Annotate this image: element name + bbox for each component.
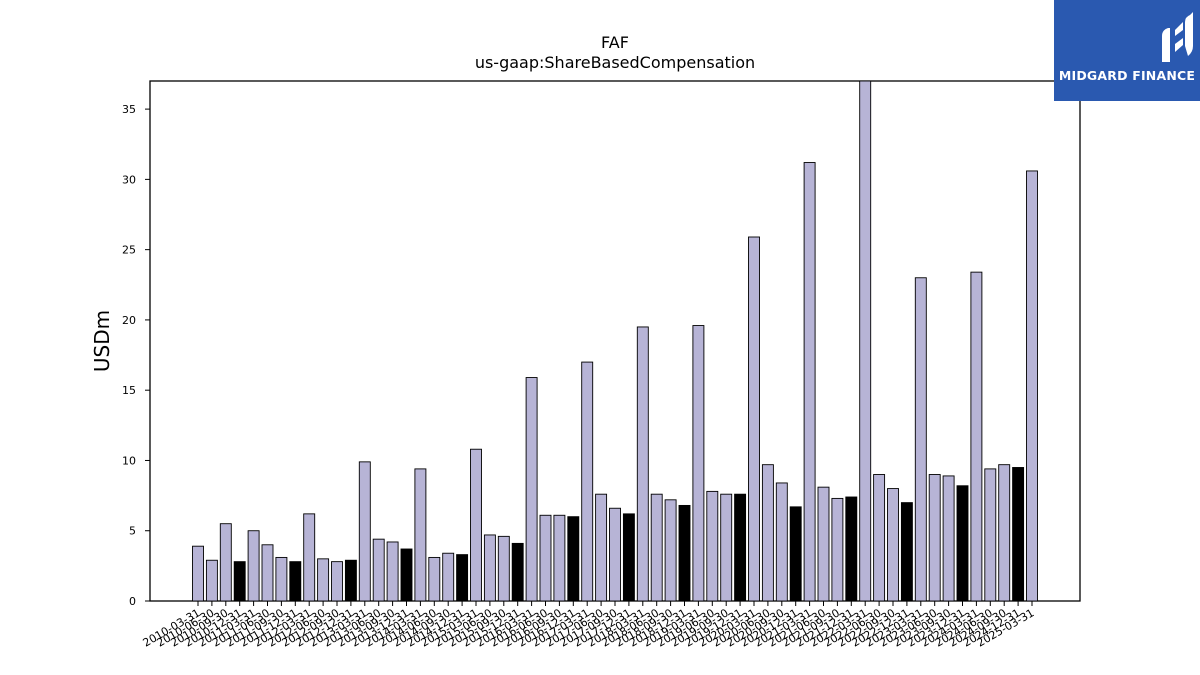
bar-2021-03-31: [803, 162, 816, 602]
chart-title: FAF: [601, 33, 629, 52]
y-tick-label: 10: [122, 454, 136, 467]
bar-2020-12-31: [789, 506, 802, 602]
bar-2017-09-30: [609, 507, 621, 602]
y-axis-ticks: 0 5 10 15 20 25 30 35: [122, 103, 150, 608]
bar-2022-12-31: [900, 502, 913, 602]
bar-2023-12-31: [956, 485, 969, 602]
y-tick-label: 25: [122, 244, 136, 257]
bar-2010-09-30: [219, 523, 232, 602]
bar-2019-09-30: [720, 493, 733, 602]
bar-2019-06-30: [706, 490, 719, 602]
bar-2020-09-30: [775, 482, 788, 602]
bar-2011-12-31: [289, 561, 302, 602]
bar-2018-09-30: [664, 499, 677, 602]
bar-2016-09-30: [553, 514, 566, 602]
midgard-logo-icon: [1162, 12, 1193, 62]
logo-text: MIDGARD FINANCE: [1058, 68, 1196, 83]
y-tick-label: 20: [122, 314, 136, 327]
bars-group: [192, 80, 1038, 602]
bar-2010-03-31: [192, 545, 204, 602]
bar-2011-03-31: [247, 530, 260, 602]
bar-2024-12-31: [1012, 467, 1025, 602]
bar-2023-03-31: [914, 277, 927, 602]
bar-2021-09-30: [831, 497, 844, 602]
bar-2022-09-30: [887, 488, 899, 602]
bar-2021-12-31: [845, 496, 858, 602]
bar-2018-03-31: [636, 326, 649, 602]
bar-2016-03-31: [525, 377, 538, 602]
bar-2014-03-31: [414, 468, 427, 602]
chart-subtitle: us-gaap:ShareBasedCompensation: [475, 53, 755, 72]
bar-2019-03-31: [692, 325, 705, 602]
bar-2017-03-31: [581, 361, 594, 602]
bar-2016-06-30: [539, 514, 552, 602]
y-axis-label: USDm: [90, 310, 114, 372]
bar-2013-12-31: [400, 548, 413, 602]
bar-2017-12-31: [622, 513, 635, 602]
bar-2015-09-30: [497, 535, 510, 602]
bar-2024-09-30: [998, 464, 1011, 602]
bar-2013-03-31: [358, 461, 371, 602]
bar-2020-03-31: [748, 236, 760, 602]
bar-2010-12-31: [233, 561, 246, 602]
bar-2024-03-31: [970, 271, 983, 602]
bar-2012-12-31: [344, 559, 357, 602]
midgard-finance-logo: MIDGARD FINANCE: [1054, 0, 1200, 101]
bar-2013-09-30: [386, 541, 399, 602]
bar-2012-03-31: [303, 513, 316, 602]
bar-2011-09-30: [275, 556, 288, 602]
bar-2022-06-30: [873, 474, 886, 602]
bar-2023-06-30: [928, 474, 941, 602]
bar-2015-12-31: [511, 542, 524, 602]
bar-2017-06-30: [595, 493, 608, 602]
bar-2019-12-31: [734, 493, 747, 602]
bar-2015-03-31: [470, 448, 482, 602]
bar-2025-03-31: [1026, 170, 1038, 602]
y-tick-label: 0: [129, 595, 136, 608]
bar-2022-03-31: [859, 80, 872, 602]
bar-2020-06-30: [761, 464, 774, 602]
bar-2018-06-30: [650, 493, 663, 602]
y-tick-label: 5: [129, 525, 136, 538]
bar-2024-06-30: [984, 468, 997, 602]
y-tick-label: 30: [122, 173, 136, 186]
y-tick-label: 35: [122, 103, 136, 116]
x-axis-ticks: 2010-03-312010-06-302010-09-302010-12-31…: [141, 601, 1037, 650]
bar-2012-09-30: [331, 561, 343, 602]
bar-2013-06-30: [372, 538, 385, 602]
bar-2014-06-30: [428, 556, 441, 602]
bar-2016-12-31: [567, 516, 580, 602]
bar-2014-12-31: [456, 554, 469, 602]
y-tick-label: 15: [122, 384, 136, 397]
bar-2021-06-30: [817, 486, 830, 602]
bar-2015-06-30: [483, 534, 496, 602]
bar-2023-09-30: [942, 475, 955, 602]
bar-2018-12-31: [678, 504, 691, 602]
bar-2012-06-30: [317, 558, 330, 602]
bar-2014-09-30: [442, 552, 455, 602]
bar-2010-06-30: [205, 559, 218, 602]
bar-2011-06-30: [261, 544, 274, 602]
